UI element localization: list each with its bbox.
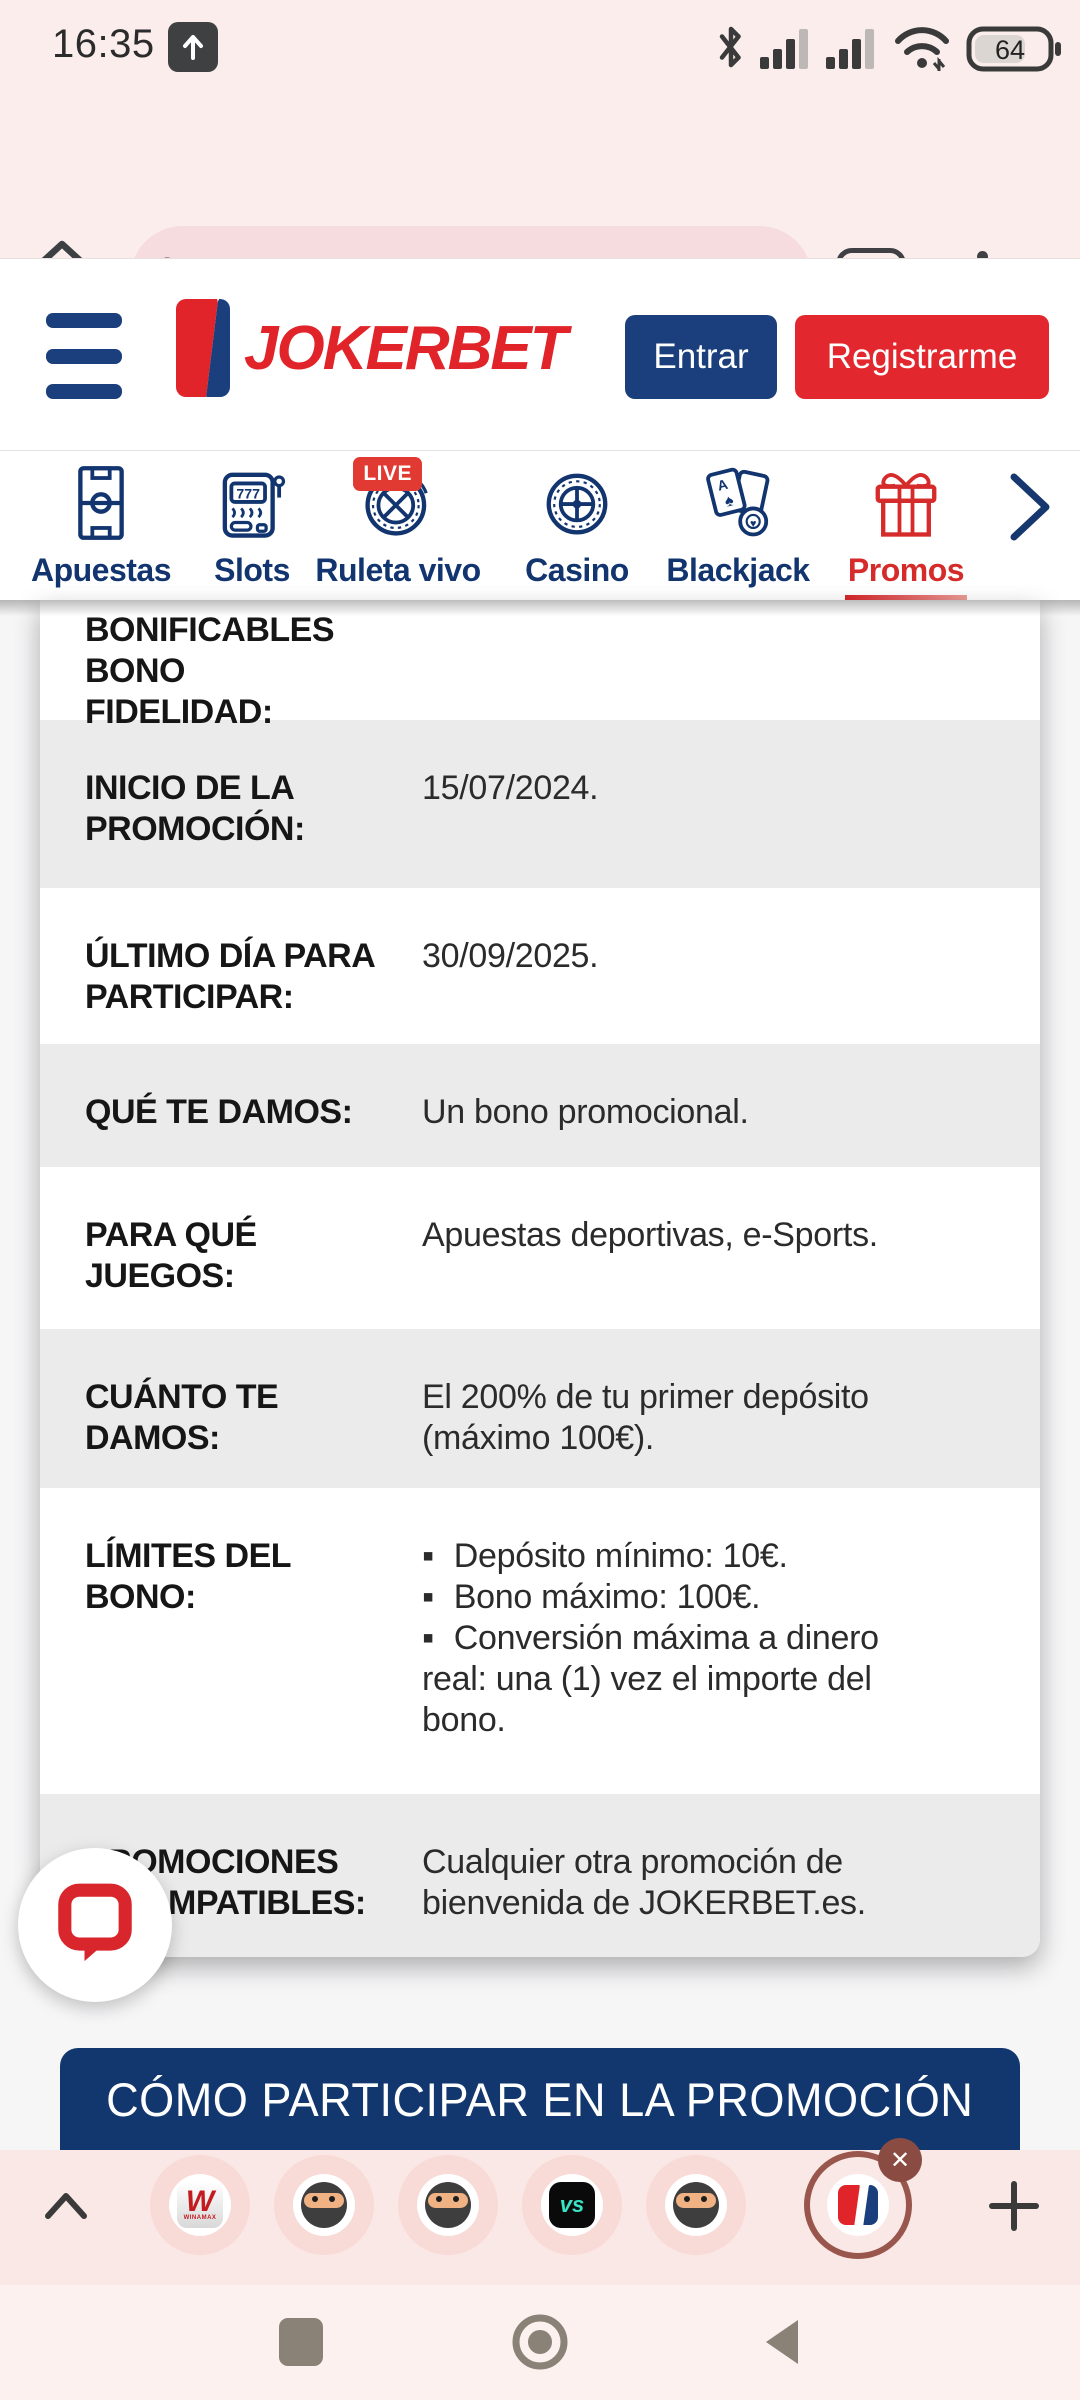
close-tab-icon[interactable]: ✕	[878, 2138, 922, 2182]
battery-icon: 64	[966, 26, 1062, 72]
svg-text:A: A	[716, 476, 730, 494]
table-row: QUÉ TE DAMOS: Un bono promocional.	[40, 1044, 1040, 1167]
home-button[interactable]	[508, 2310, 572, 2374]
list-item: Conversión máxima a dinero real: una (1)…	[422, 1618, 952, 1741]
tab-item-ninja-3[interactable]	[665, 2174, 727, 2236]
battery-percent: 64	[995, 35, 1025, 65]
table-row: CUÁNTO TE DAMOS: El 200% de tu primer de…	[40, 1329, 1040, 1488]
clock: 16:35	[52, 22, 155, 66]
list-item: Depósito mínimo: 10€.	[422, 1536, 952, 1577]
tab-item-ninja-1[interactable]	[293, 2174, 355, 2236]
jokerbet-logo-icon	[176, 299, 230, 397]
hamburger-menu-button[interactable]	[46, 313, 122, 399]
bonus-limits-list: Depósito mínimo: 10€. Bono máximo: 100€.…	[422, 1536, 952, 1741]
nav-scroll-right-icon[interactable]	[1002, 459, 1062, 541]
svg-text:777: 777	[236, 486, 260, 502]
upload-notification-icon	[168, 22, 218, 72]
table-row: PARA QUÉ JUEGOS: Apuestas deportivas, e-…	[40, 1167, 1040, 1329]
active-tab-ring	[804, 2151, 912, 2259]
nav-scroll-shadow	[0, 600, 1080, 616]
site-header: JOKERBET Entrar Registrarme	[0, 258, 1080, 451]
table-row: PROMOCIONES INCOMPATIBLES: Cualquier otr…	[40, 1794, 1040, 1957]
playing-cards-icon: A ♠ ♥	[702, 465, 774, 546]
winamax-favicon: W WINAMAX	[177, 2182, 223, 2228]
ninja-favicon	[425, 2182, 471, 2228]
signal-bars-sim2-icon	[826, 25, 878, 74]
banner-title: CÓMO PARTICIPAR EN LA PROMOCIÓN	[106, 2072, 974, 2126]
bluetooth-icon	[716, 24, 746, 75]
brand-name: JOKERBET	[244, 313, 568, 383]
wifi-icon	[892, 23, 952, 76]
table-row: INICIO DE LA PROMOCIÓN: 15/07/2024.	[40, 720, 1040, 888]
nav-item-slots[interactable]: 777 Slots	[167, 465, 337, 589]
sports-field-icon	[65, 465, 137, 546]
nav-item-promos[interactable]: Promos	[821, 465, 991, 602]
svg-text:♥: ♥	[750, 518, 756, 530]
slot-machine-icon: 777	[216, 465, 288, 546]
browser-address-bar: jokerbet.es/promociones/bor 15	[0, 96, 1080, 332]
how-to-participate-banner: CÓMO PARTICIPAR EN LA PROMOCIÓN	[60, 2048, 1020, 2150]
nav-item-casino[interactable]: Casino	[492, 465, 662, 589]
ninja-favicon	[301, 2182, 347, 2228]
promo-terms-table: BONIFICABLES BONO FIDELIDAD: INICIO DE L…	[40, 600, 1040, 1957]
table-row: LÍMITES DEL BONO: Depósito mínimo: 10€. …	[40, 1488, 1040, 1794]
recents-button[interactable]	[279, 2318, 323, 2366]
ninja-favicon	[673, 2182, 719, 2228]
login-button[interactable]: Entrar	[625, 315, 777, 399]
active-tab-underline	[845, 595, 967, 602]
live-chat-button[interactable]	[18, 1848, 172, 2002]
register-button[interactable]: Registrarme	[795, 315, 1049, 399]
new-tab-icon[interactable]	[988, 2180, 1040, 2232]
nav-item-apuestas[interactable]: Apuestas	[16, 465, 186, 589]
table-row: BONIFICABLES BONO FIDELIDAD:	[40, 600, 1040, 731]
roulette-wheel-icon	[541, 465, 613, 546]
tab-item-jokerbet-active[interactable]	[827, 2174, 889, 2236]
live-roulette-icon: LIVE	[353, 457, 434, 546]
table-row: ÚLTIMO DÍA PARA PARTICIPAR: 30/09/2025.	[40, 888, 1040, 1044]
back-button[interactable]	[756, 2314, 812, 2370]
signal-bars-sim1-icon	[760, 25, 812, 74]
status-bar: 16:35	[0, 0, 1080, 96]
jokerbet-favicon	[838, 2185, 878, 2225]
brand-logo[interactable]: JOKERBET	[176, 299, 568, 397]
chat-bubble-icon	[53, 1881, 137, 1970]
vs-favicon: vs	[549, 2182, 595, 2228]
tab-item-ninja-2[interactable]	[417, 2174, 479, 2236]
nav-item-ruleta-vivo[interactable]: LIVE Ruleta vivo	[313, 457, 483, 589]
nav-item-blackjack[interactable]: A ♠ ♥ Blackjack	[653, 465, 823, 589]
live-badge: LIVE	[353, 457, 422, 491]
tab-item-winamax[interactable]: W WINAMAX	[169, 2174, 231, 2236]
category-nav: Apuestas 777 Slots	[0, 450, 1080, 602]
list-item: Bono máximo: 100€.	[422, 1577, 952, 1618]
tab-item-vs[interactable]: vs	[541, 2174, 603, 2236]
collapse-toolbar-icon[interactable]	[40, 2184, 92, 2228]
gift-icon	[870, 465, 942, 546]
